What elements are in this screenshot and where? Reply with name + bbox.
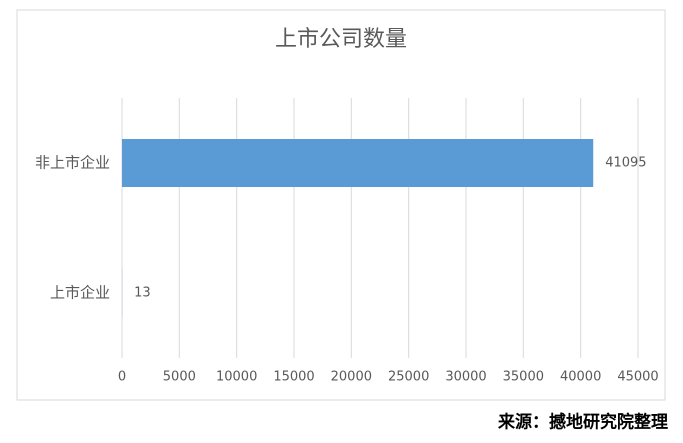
chart-frame <box>17 10 665 400</box>
data-label: 13 <box>134 286 151 301</box>
x-tick-label: 25000 <box>388 370 429 385</box>
bar <box>122 139 593 187</box>
y-tick-label: 上市企业 <box>50 284 110 302</box>
x-tick-label: 5000 <box>163 370 196 385</box>
x-tick-label: 15000 <box>273 370 314 385</box>
data-label: 41095 <box>605 156 646 171</box>
chart-title: 上市公司数量 <box>275 27 407 52</box>
y-tick-label: 非上市企业 <box>35 154 110 172</box>
x-tick-label: 30000 <box>445 370 486 385</box>
x-tick-label: 35000 <box>503 370 544 385</box>
x-tick-label: 45000 <box>617 370 658 385</box>
x-tick-label: 0 <box>118 370 126 385</box>
source-note: 来源：撼地研究院整理 <box>497 412 668 433</box>
x-tick-label: 10000 <box>216 370 257 385</box>
x-tick-label: 20000 <box>331 370 372 385</box>
x-tick-label: 40000 <box>560 370 601 385</box>
